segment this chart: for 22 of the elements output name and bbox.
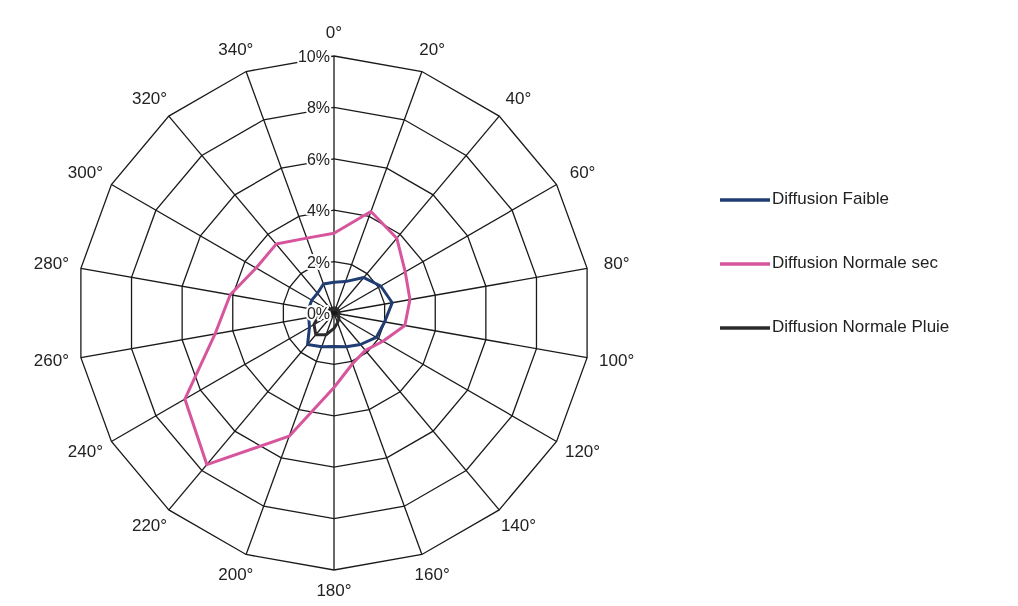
spoke-label: 120° — [564, 441, 601, 461]
spoke-label: 320° — [131, 88, 168, 108]
spoke-label: 180° — [316, 581, 352, 601]
spoke-label: 0° — [325, 23, 343, 43]
spoke-label: 220° — [131, 516, 168, 536]
spoke-label: 280° — [33, 254, 69, 274]
spoke-label: 200° — [218, 564, 254, 584]
spoke-label: 300° — [67, 162, 104, 182]
spoke-label: 160° — [414, 564, 450, 584]
spoke-label: 60° — [569, 162, 596, 182]
spoke-label: 140° — [500, 516, 537, 536]
legend-label: Diffusion Faible — [772, 189, 889, 209]
spoke-label: 40° — [505, 88, 532, 108]
legend-label: Diffusion Normale Pluie — [772, 317, 950, 337]
spoke-label: 80° — [603, 254, 630, 274]
y-tick-label: 0% — [306, 305, 330, 322]
legend-label: Diffusion Normale sec — [772, 253, 939, 273]
spoke-label: 240° — [67, 441, 104, 461]
spoke-label: 340° — [218, 40, 254, 60]
spoke-label: 20° — [419, 40, 446, 60]
spoke-label: 100° — [599, 350, 635, 370]
spoke-label: 260° — [33, 350, 69, 370]
